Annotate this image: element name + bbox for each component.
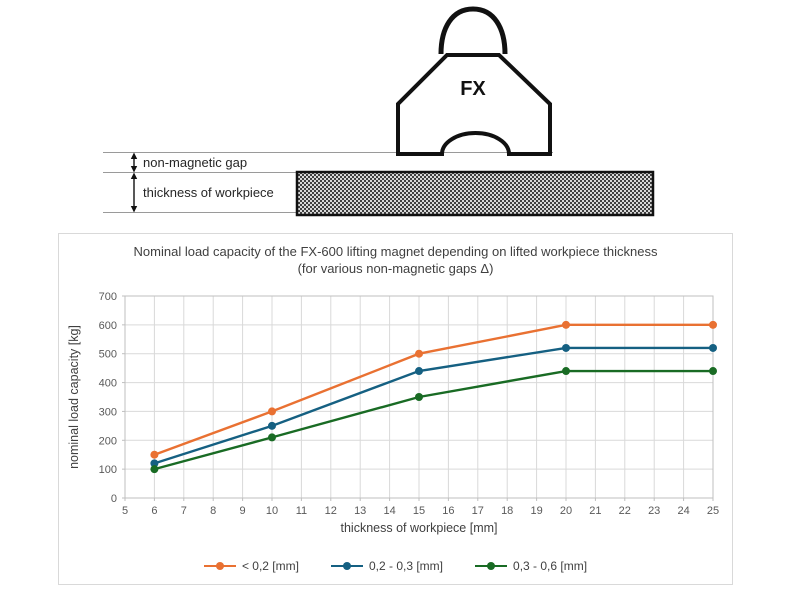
legend-label: < 0,2 [mm]	[241, 559, 299, 573]
magnet-model-label: FX	[460, 78, 486, 100]
gap-dimension-arrow	[130, 152, 138, 173]
x-tick-label: 19	[530, 505, 542, 517]
x-tick-label: 20	[560, 505, 572, 517]
thickness-dimension-arrow	[130, 172, 138, 213]
y-tick-label: 300	[99, 406, 117, 418]
x-tick-label: 15	[413, 505, 425, 517]
y-tick-label: 400	[99, 378, 117, 390]
chart-title-line2: (for various non-magnetic gaps Δ)	[297, 261, 494, 276]
data-point-series-2	[562, 367, 570, 376]
y-tick-label: 600	[99, 320, 117, 332]
chart-title: Nominal load capacity of the FX-600 lift…	[59, 243, 732, 277]
chart-title-line1: Nominal load capacity of the FX-600 lift…	[133, 244, 658, 259]
legend-label: 0,3 - 0,6 [mm]	[513, 559, 588, 573]
data-point-series-1	[709, 343, 717, 352]
data-point-series-2	[150, 465, 159, 474]
x-tick-label: 21	[589, 505, 601, 517]
x-tick-label: 24	[677, 505, 689, 517]
y-tick-label: 200	[99, 435, 117, 447]
data-point-series-1	[562, 343, 570, 352]
x-tick-label: 8	[210, 505, 216, 517]
data-point-series-1	[150, 459, 159, 468]
x-tick-label: 5	[122, 505, 128, 517]
thickness-label: thickness of workpiece	[143, 185, 274, 200]
gap-label: non-magnetic gap	[143, 155, 247, 170]
workpiece-hatched-bar	[295, 170, 655, 217]
x-tick-label: 11	[296, 505, 307, 517]
y-axis-title: nominal load capacity [kg]	[67, 325, 81, 469]
legend-item-series-0: < 0,2 [mm]	[203, 559, 299, 573]
data-point-series-2	[415, 393, 423, 401]
legend-item-series-1: 0,2 - 0,3 [mm]	[330, 559, 444, 573]
x-tick-label: 17	[472, 505, 484, 517]
x-tick-label: 10	[266, 505, 278, 517]
x-tick-label: 13	[354, 505, 366, 517]
magnet-diagram: FX non-magnetic gap thickness of workpie…	[103, 6, 655, 217]
x-tick-label: 18	[501, 505, 513, 517]
x-tick-label: 9	[240, 505, 246, 517]
x-tick-label: 16	[442, 505, 454, 517]
legend-marker-orange	[203, 561, 236, 570]
legend-label: 0,2 - 0,3 [mm]	[368, 559, 444, 573]
legend-marker-blue	[330, 561, 363, 570]
x-tick-label: 12	[325, 505, 337, 517]
x-tick-label: 22	[619, 505, 631, 517]
x-tick-label: 6	[151, 505, 157, 517]
plot-area: 5 6 7 8 9 10 11 12 13 14 15 16 17 18 19 20 21 22 23 24 25 0 10…	[67, 291, 719, 535]
chart-legend: < 0,2 [mm] 0,2 - 0,3 [mm] 0,3 - 0,6 [mm]	[59, 556, 732, 576]
y-tick-label: 700	[99, 291, 117, 303]
data-point-series-0	[709, 320, 717, 329]
x-tick-label: 25	[707, 505, 719, 517]
data-point-series-0	[268, 407, 276, 416]
magnet-body	[396, 53, 552, 156]
magnet-handle	[438, 6, 508, 55]
data-point-series-0	[150, 450, 159, 459]
data-point-series-2	[268, 433, 276, 442]
series-line-0	[153, 323, 713, 456]
x-axis-title: thickness of workpiece [mm]	[341, 521, 498, 535]
legend-item-series-2: 0,3 - 0,6 [mm]	[475, 559, 587, 573]
data-point-series-0	[415, 349, 423, 358]
x-tick-label: 14	[383, 505, 395, 517]
data-point-series-1	[268, 421, 276, 430]
data-point-series-0	[562, 320, 570, 329]
y-tick-label: 0	[111, 493, 117, 505]
y-tick-label: 500	[99, 349, 117, 361]
data-point-series-2	[709, 367, 717, 376]
chart-panel: Nominal load capacity of the FX-600 lift…	[58, 233, 733, 585]
x-tick-label: 7	[181, 505, 187, 517]
x-tick-label: 23	[648, 505, 660, 517]
legend-marker-green	[475, 561, 508, 570]
data-point-series-1	[415, 367, 423, 376]
y-tick-label: 100	[99, 464, 117, 476]
series-line-2	[154, 369, 713, 471]
